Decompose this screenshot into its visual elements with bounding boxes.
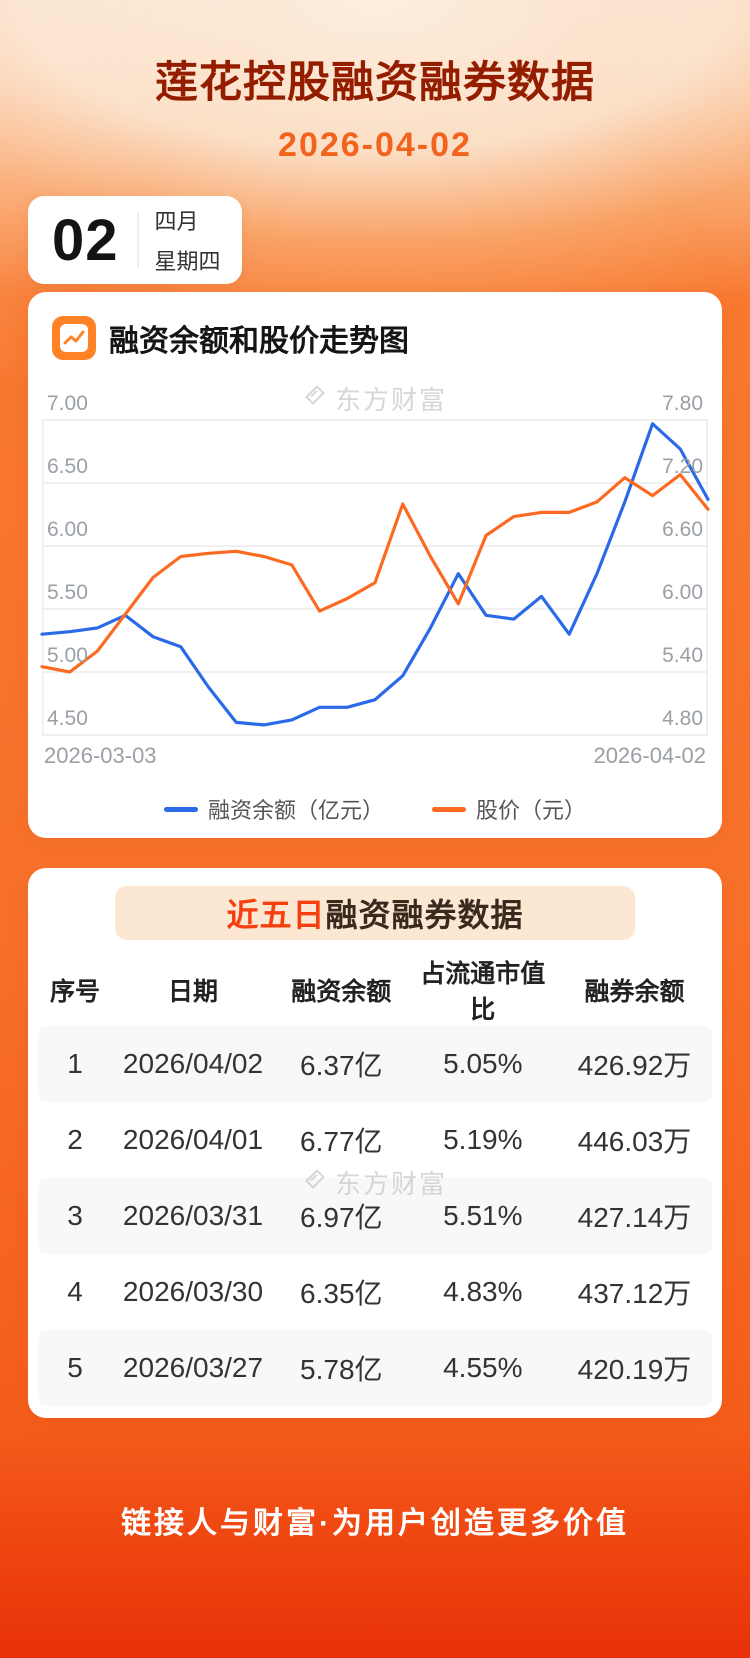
cell-index: 5: [67, 1352, 83, 1383]
left-axis-tick: 5.00: [47, 644, 88, 667]
chart-legend: 融资余额（亿元） 股价（元）: [28, 793, 722, 825]
right-axis-tick: 7.80: [662, 392, 703, 415]
cell-date: 2026/03/30: [122, 1276, 264, 1307]
table-row: 3 2026/03/31 6.97亿 5.51% 427.14万: [38, 1178, 712, 1254]
left-axis-tick: 7.00: [47, 392, 88, 415]
table-row: 2 2026/04/01 6.77亿 5.19% 446.03万: [38, 1102, 712, 1178]
cell-index: 2: [67, 1124, 83, 1155]
column-header-financing-balance: 融资余额: [291, 978, 392, 1006]
right-axis-tick: 7.20: [662, 455, 703, 478]
table-card: 近五日 融资融券数据 东方财富 序号 日期 融资余额 占流通市值比 融券余额: [28, 868, 722, 1418]
cell-index: 1: [67, 1048, 83, 1079]
eastmoney-watermark-text: 东方财富: [334, 385, 447, 415]
legend-label: 融资余额（亿元）: [207, 798, 384, 823]
legend-label: 股价（元）: [476, 798, 587, 823]
trend-chart-icon: [52, 316, 96, 360]
cell-short-balance: 426.92万: [577, 1050, 692, 1081]
cell-financing-balance: 5.78亿: [300, 1354, 383, 1385]
page-date: 2026-04-02: [278, 126, 472, 164]
bottom-fade-decoration: [0, 1428, 750, 1658]
column-header-date: 日期: [167, 978, 218, 1006]
column-header-short-balance: 融券余额: [584, 978, 685, 1006]
legend-item-financing-balance: 融资余额（亿元）: [163, 793, 384, 825]
left-axis-tick: 4.50: [47, 707, 88, 730]
right-axis-tick: 6.60: [662, 518, 703, 541]
x-axis-labels: 2026-03-03 2026-04-02: [44, 743, 706, 769]
right-axis-tick: 4.80: [662, 707, 703, 730]
cell-short-balance: 427.14万: [577, 1202, 692, 1233]
left-axis-tick: 5.50: [47, 581, 88, 604]
eastmoney-logo-icon: [303, 383, 327, 414]
cell-date: 2026/03/27: [122, 1352, 264, 1383]
cell-financing-balance: 6.35亿: [300, 1278, 383, 1309]
left-axis-tick: 6.00: [47, 518, 88, 541]
trend-lines: [40, 419, 710, 736]
chart-card-header: 融资余额和股价走势图: [28, 292, 722, 360]
cell-date: 2026/03/31: [122, 1200, 264, 1231]
table-title-rest: 融资融券数据: [325, 897, 524, 933]
x-axis-start-label: 2026-03-03: [44, 743, 157, 768]
date-badge-month: 四月: [154, 209, 199, 234]
date-badge: 02 四月 星期四: [28, 196, 242, 284]
financing-line-swatch: [163, 806, 198, 812]
footer-slogan: 链接人与财富·为用户创造更多价值: [121, 1507, 629, 1540]
table-title-banner: 近五日 融资融券数据: [115, 886, 635, 940]
cell-market-cap-ratio: 4.55%: [443, 1352, 523, 1383]
margin-data-table: 序号 日期 融资余额 占流通市值比 融券余额 1 2026/04/02 6.37…: [38, 954, 712, 1406]
legend-item-stock-price: 股价（元）: [432, 793, 586, 825]
eastmoney-watermark: 东方财富: [28, 380, 722, 417]
chart-title: 融资余额和股价走势图: [109, 325, 409, 358]
date-badge-weekday: 星期四: [154, 249, 221, 274]
cell-index: 4: [67, 1276, 83, 1307]
cell-market-cap-ratio: 5.19%: [443, 1124, 523, 1155]
chart-card: 融资余额和股价走势图 东方财富 7.00 6.50 6.00 5.50 5.00…: [28, 292, 722, 838]
cell-market-cap-ratio: 4.83%: [443, 1276, 523, 1307]
date-badge-day: 02: [52, 207, 119, 273]
trend-plot: 7.00 6.50 6.00 5.50 5.00 4.50 7.80 7.20 …: [40, 392, 710, 736]
column-header-index: 序号: [50, 978, 101, 1006]
cell-market-cap-ratio: 5.51%: [443, 1200, 523, 1231]
column-header-market-cap-ratio: 占流通市值比: [420, 960, 546, 1024]
x-axis-end-label: 2026-04-02: [593, 743, 706, 768]
cell-short-balance: 446.03万: [577, 1126, 692, 1157]
left-axis-tick: 6.50: [47, 455, 88, 478]
cell-date: 2026/04/01: [122, 1124, 264, 1155]
price-line-swatch: [432, 806, 466, 812]
table-title-highlight: 近五日: [226, 897, 326, 933]
cell-market-cap-ratio: 5.05%: [443, 1048, 523, 1079]
date-badge-divider: [136, 213, 139, 267]
cell-financing-balance: 6.97亿: [300, 1202, 383, 1233]
page-title: 莲花控股融资融券数据: [155, 59, 595, 107]
table-header-row: 序号 日期 融资余额 占流通市值比 融券余额: [38, 954, 712, 1026]
table-row: 5 2026/03/27 5.78亿 4.55% 420.19万: [38, 1330, 712, 1406]
cell-short-balance: 437.12万: [577, 1278, 692, 1309]
cell-financing-balance: 6.37亿: [300, 1050, 383, 1081]
cell-index: 3: [67, 1200, 83, 1231]
right-axis-tick: 5.40: [662, 644, 703, 667]
table-row: 1 2026/04/02 6.37亿 5.05% 426.92万: [38, 1026, 712, 1102]
right-axis-tick: 6.00: [662, 581, 703, 604]
cell-date: 2026/04/02: [122, 1048, 264, 1079]
table-row: 4 2026/03/30 6.35亿 4.83% 437.12万: [38, 1254, 712, 1330]
cell-financing-balance: 6.77亿: [300, 1126, 383, 1157]
cell-short-balance: 420.19万: [577, 1354, 692, 1385]
